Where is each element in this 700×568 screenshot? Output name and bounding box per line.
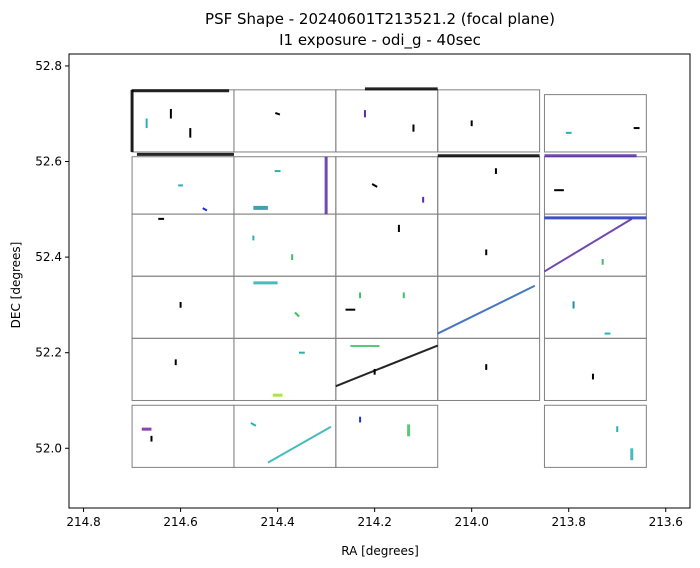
psf-whisker — [294, 311, 300, 318]
ota-cell-outline — [233, 156, 337, 215]
ota-cell-outline — [437, 213, 541, 277]
psf-whisker — [371, 183, 378, 188]
x-tick-label: 213.6 — [649, 515, 683, 529]
psf-whisker — [250, 422, 257, 427]
ota-cell-outline — [543, 94, 647, 153]
ota-cell-outline — [335, 156, 439, 215]
ota-cell-outline — [437, 89, 541, 153]
y-tick-label: 52.0 — [35, 441, 62, 455]
ota-cell-outline — [543, 213, 647, 277]
psf-streak — [335, 344, 439, 388]
ota-cell-outline — [131, 404, 235, 468]
psf-streak — [267, 425, 332, 464]
ota-cell-outline — [131, 337, 235, 401]
x-tick-label: 214.6 — [163, 515, 197, 529]
x-tick-label: 214.4 — [260, 515, 294, 529]
x-axis-ticks: 214.8 214.6 214.4 214.2 214.0 213.8 213.6 — [66, 508, 683, 529]
ota-cell-outline — [131, 213, 235, 277]
x-axis-label: RA [degrees] — [341, 544, 419, 558]
psf-streak — [437, 284, 536, 335]
ota-cell-outline — [335, 404, 439, 468]
ota-cell-outline — [233, 89, 337, 153]
ota-cell-outline — [335, 89, 439, 153]
ota-cell-outline — [233, 275, 337, 339]
y-tick-label: 52.6 — [35, 155, 62, 169]
ota-cell-outline — [335, 213, 439, 277]
y-axis-ticks: 52.0 52.2 52.4 52.6 52.8 — [35, 59, 69, 455]
ota-cell-outline — [543, 275, 647, 339]
x-tick-label: 214.0 — [455, 515, 489, 529]
plot-area — [130, 87, 647, 468]
x-tick-label: 213.8 — [552, 515, 586, 529]
ota-cell-outline — [335, 275, 439, 339]
axes-frame — [68, 53, 691, 509]
ota-cell-outline — [437, 156, 541, 215]
psf-whisker — [202, 207, 208, 212]
chart-title: PSF Shape - 20240601T213521.2 (focal pla… — [205, 10, 555, 28]
y-axis-label: DEC [degrees] — [9, 242, 23, 329]
psf-whisker — [275, 111, 281, 116]
psf-streak — [543, 218, 633, 273]
ota-cell-outline — [543, 337, 647, 401]
ota-cell-outline — [335, 337, 439, 401]
x-tick-label: 214.8 — [66, 515, 100, 529]
x-tick-label: 214.2 — [357, 515, 391, 529]
ota-cell-outline — [233, 337, 337, 401]
ota-cell-outline — [131, 275, 235, 339]
chart-subtitle: I1 exposure - odi_g - 40sec — [279, 31, 481, 50]
ota-cell-outline — [543, 156, 647, 215]
y-tick-label: 52.8 — [35, 59, 62, 73]
ota-cell-outline — [543, 404, 647, 468]
ota-cell-outline — [437, 337, 541, 401]
ota-cell-outline — [233, 404, 337, 468]
ota-cell-outline — [437, 275, 541, 339]
ota-cell-outline — [233, 213, 337, 277]
y-tick-label: 52.2 — [35, 346, 62, 360]
y-tick-label: 52.4 — [35, 250, 62, 264]
